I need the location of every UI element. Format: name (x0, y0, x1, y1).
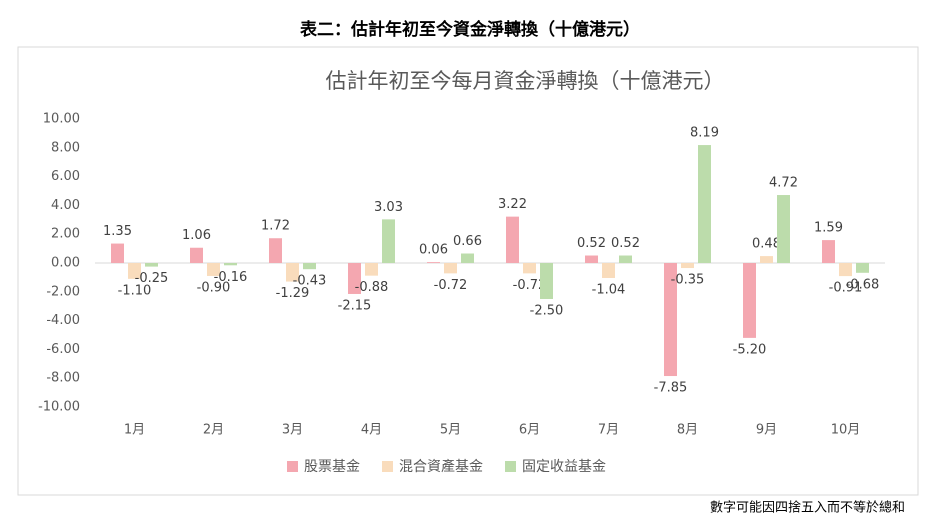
y-tick-label: 6.00 (51, 169, 80, 184)
legend-label: 固定收益基金 (522, 458, 606, 475)
bar (461, 253, 474, 263)
bar (348, 263, 361, 294)
bar (822, 240, 835, 263)
bar (269, 238, 282, 263)
bar (303, 263, 316, 270)
x-tick-label: 4月 (361, 423, 382, 438)
bar (777, 195, 790, 263)
legend-swatch (505, 461, 516, 472)
page-title: 表二：估計年初至今資金淨轉換（十億港元） (300, 19, 640, 40)
value-label: -0.68 (846, 277, 880, 292)
y-tick-label: 8.00 (51, 140, 80, 155)
value-label: 0.66 (453, 234, 482, 249)
x-tick-label: 1月 (124, 423, 145, 438)
chart-title: 估計年初至今每月資金淨轉換（十億港元） (326, 69, 725, 93)
bar (190, 247, 203, 263)
value-label: -0.35 (671, 273, 705, 288)
bar (760, 256, 773, 263)
bar (382, 219, 395, 263)
y-tick-label: -6.00 (46, 342, 80, 357)
value-label: 1.06 (182, 228, 211, 243)
y-tick-label: 4.00 (51, 198, 80, 213)
value-label: -1.29 (276, 286, 310, 301)
bar (224, 263, 237, 266)
value-label: -0.91 (829, 281, 863, 296)
x-tick-label: 2月 (203, 423, 224, 438)
value-label: -1.04 (592, 282, 626, 297)
value-label: -5.20 (733, 342, 767, 357)
value-label: -0.43 (293, 274, 327, 289)
bar (111, 243, 124, 263)
x-tick-label: 9月 (756, 423, 777, 438)
value-label: -0.72 (434, 278, 468, 293)
bar (365, 263, 378, 276)
value-label: -0.16 (214, 270, 248, 285)
y-tick-label: -4.00 (46, 313, 80, 328)
y-tick-label: -8.00 (46, 371, 80, 386)
value-label: -2.50 (530, 304, 564, 319)
legend-swatch (382, 461, 393, 472)
chart-frame (17, 46, 919, 496)
y-tick-label: -2.00 (46, 284, 80, 299)
bar (664, 263, 677, 377)
value-label: -0.88 (355, 280, 389, 295)
legend-label: 股票基金 (304, 458, 360, 475)
bar (427, 262, 440, 263)
bar (540, 263, 553, 299)
value-label: -7.85 (654, 381, 688, 396)
value-label: -0.90 (197, 280, 231, 295)
bar (602, 263, 615, 278)
bar (839, 263, 852, 277)
y-tick-label: 2.00 (51, 227, 80, 242)
bar (128, 263, 141, 279)
y-tick-label: 0.00 (51, 256, 80, 271)
x-tick-label: 10月 (831, 423, 861, 438)
bar (506, 216, 519, 263)
x-tick-label: 5月 (440, 423, 461, 438)
value-label: 3.22 (498, 197, 527, 212)
y-tick-label: 10.00 (43, 112, 80, 127)
value-label: 0.48 (752, 237, 781, 252)
value-label: 0.52 (611, 236, 640, 251)
bar (743, 263, 756, 338)
bar (286, 263, 299, 282)
legend-swatch (287, 461, 298, 472)
value-label: 8.19 (690, 126, 719, 141)
bar (856, 263, 869, 273)
x-tick-label: 3月 (282, 423, 303, 438)
bar (523, 263, 536, 274)
y-tick-label: -10.00 (38, 400, 80, 415)
value-label: 1.59 (814, 221, 843, 236)
bar (681, 263, 694, 269)
footnote: 數字可能因四捨五入而不等於總和 (710, 500, 905, 516)
bar (207, 263, 220, 276)
value-label: 3.03 (374, 200, 403, 215)
value-label: -1.10 (118, 283, 152, 298)
bar (585, 255, 598, 263)
bar (145, 263, 158, 267)
value-label: 0.52 (577, 236, 606, 251)
value-label: -0.25 (135, 271, 169, 286)
x-tick-label: 7月 (598, 423, 619, 438)
value-label: 1.72 (261, 219, 290, 234)
value-label: -2.15 (338, 298, 372, 313)
x-tick-label: 8月 (677, 423, 698, 438)
x-tick-label: 6月 (519, 423, 540, 438)
value-label: -0.72 (513, 278, 547, 293)
bar (698, 145, 711, 263)
value-label: 1.35 (103, 224, 132, 239)
bar (619, 255, 632, 263)
value-label: 4.72 (769, 176, 798, 191)
value-label: 0.06 (419, 243, 448, 258)
legend-label: 混合資產基金 (399, 458, 483, 475)
bar (444, 263, 457, 274)
